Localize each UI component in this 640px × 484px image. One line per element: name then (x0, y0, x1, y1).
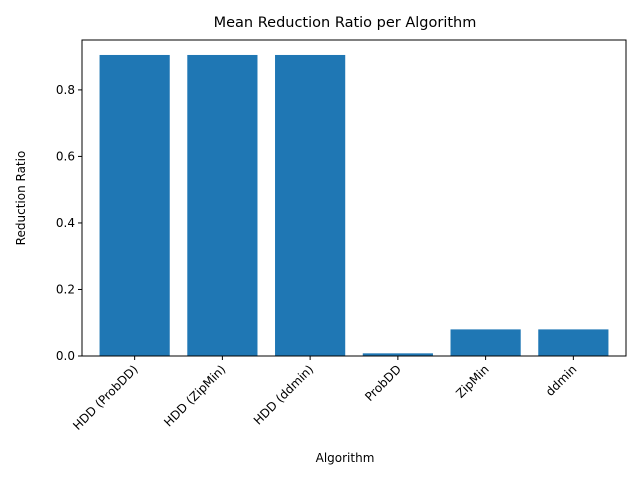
y-tick-label-4: 0.8 (56, 83, 75, 97)
y-tick-label-0: 0.0 (56, 349, 75, 363)
x-axis: HDD (ProbDD) HDD (ZipMin) HDD (ddmin) ProbD… (70, 356, 579, 433)
y-tick-label-2: 0.4 (56, 216, 75, 230)
chart-title: Mean Reduction Ratio per Algorithm (214, 15, 477, 31)
y-axis: 0.0 0.2 0.4 0.6 0.8 (56, 83, 82, 363)
bar-1 (187, 54, 258, 356)
y-tick-label-3: 0.6 (56, 149, 75, 163)
bar-2 (275, 54, 346, 356)
bar-5 (538, 329, 609, 356)
bars-layer (99, 54, 609, 356)
y-tick-label-1: 0.2 (56, 282, 75, 296)
x-tick-label-2: HDD (ddmin) (251, 362, 316, 427)
x-tick-label-0: HDD (ProbDD) (70, 362, 141, 433)
bar-3 (362, 353, 433, 356)
x-tick-label-3: ProbDD (362, 362, 404, 404)
y-axis-label: Reduction Ratio (14, 151, 28, 246)
bar-4 (450, 329, 521, 356)
x-tick-label-1: HDD (ZipMin) (161, 362, 228, 429)
x-tick-label-5: ddmin (543, 362, 580, 399)
x-tick-label-4: ZipMin (453, 362, 492, 401)
bar-0 (99, 54, 170, 356)
x-axis-label: Algorithm (316, 451, 375, 465)
plot-frame (81, 39, 627, 357)
